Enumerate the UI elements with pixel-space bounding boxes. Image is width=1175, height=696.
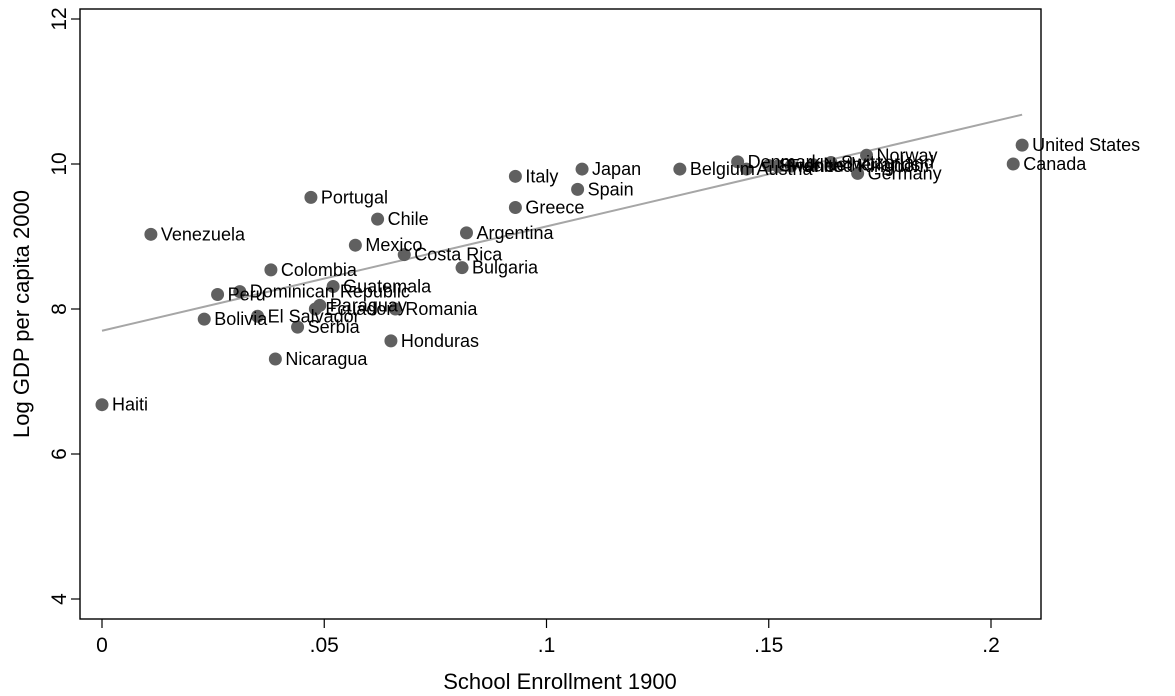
data-point xyxy=(508,169,522,183)
x-tick-label: .05 xyxy=(310,634,339,657)
data-point-label: Netherlands xyxy=(823,155,920,175)
data-point-label: Haiti xyxy=(112,395,148,415)
x-axis-title: School Enrollment 1900 xyxy=(443,669,677,694)
data-point-label: Paraguay xyxy=(330,295,407,315)
data-point xyxy=(384,334,398,348)
data-point-label: Denmark xyxy=(748,152,822,172)
data-point xyxy=(575,162,589,176)
y-tick-label: 4 xyxy=(48,593,71,605)
data-point xyxy=(291,320,305,334)
data-point-label: Peru xyxy=(228,285,266,305)
y-tick-label: 12 xyxy=(48,7,71,30)
y-tick-label: 8 xyxy=(48,303,71,315)
data-point xyxy=(388,302,402,316)
data-point xyxy=(459,226,473,240)
data-point-label: Austria xyxy=(757,159,814,179)
data-point xyxy=(824,156,838,170)
data-point-label: Portugal xyxy=(321,187,388,207)
data-point xyxy=(308,302,322,316)
data-point-label: Guatemala xyxy=(343,277,432,297)
points-layer xyxy=(95,138,1029,412)
data-point xyxy=(348,238,362,252)
data-point xyxy=(264,263,278,277)
data-point-label: Sweden xyxy=(779,155,844,175)
data-point xyxy=(508,201,522,214)
data-point-label: Greece xyxy=(525,198,584,218)
data-point xyxy=(860,148,874,162)
data-point xyxy=(1015,138,1029,152)
data-point-label: Norway xyxy=(877,145,938,165)
x-tick-label: .1 xyxy=(538,634,556,657)
data-point xyxy=(251,309,265,323)
data-point xyxy=(211,288,225,301)
data-point-label: Japan xyxy=(592,159,641,179)
data-point-label: United States xyxy=(1032,135,1140,155)
plot-area-frame xyxy=(79,8,1042,620)
data-point xyxy=(1006,157,1020,171)
data-point-label: Germany xyxy=(868,163,942,183)
data-point xyxy=(806,158,820,172)
data-point xyxy=(762,158,776,172)
data-point-label: Mexico xyxy=(365,235,422,255)
y-tick-label: 10 xyxy=(48,152,71,175)
x-tick-label: .15 xyxy=(754,634,783,657)
data-point-label: Canada xyxy=(1023,154,1087,174)
data-point-label: Venezuela xyxy=(161,224,246,244)
data-point xyxy=(455,261,469,275)
data-point-label: United Kingdom xyxy=(801,156,929,176)
data-point xyxy=(233,285,247,299)
y-axis: 4 6 8 10 12 xyxy=(48,7,80,605)
data-point xyxy=(731,155,745,169)
data-point xyxy=(326,280,340,294)
x-tick-label: 0 xyxy=(96,634,108,657)
data-point-label: Bulgaria xyxy=(472,258,539,278)
data-point xyxy=(95,398,109,412)
data-point xyxy=(397,248,411,262)
data-point-label: Colombia xyxy=(281,260,358,280)
data-point xyxy=(740,162,754,176)
y-axis-title: Log GDP per capita 2000 xyxy=(9,190,34,438)
data-point-label: Italy xyxy=(525,166,558,186)
x-axis: 0 .05 .1 .15 .2 xyxy=(96,619,1000,657)
data-point xyxy=(673,162,687,176)
data-point xyxy=(304,190,318,204)
data-point-label: Honduras xyxy=(401,331,479,351)
data-point-label: Belgium xyxy=(690,159,755,179)
data-point-label: Argentina xyxy=(476,223,554,243)
data-point xyxy=(197,312,211,326)
data-point-label: Switzerland xyxy=(841,153,934,173)
data-point xyxy=(268,352,282,366)
data-point-label: Dominican Republic xyxy=(250,282,410,302)
data-point-label: El Salvador xyxy=(268,306,360,326)
data-point-label: Spain xyxy=(588,179,634,199)
data-point-label: Romania xyxy=(405,299,478,319)
x-tick-label: .2 xyxy=(982,634,1000,657)
data-point-label: Costa Rica xyxy=(414,245,503,265)
data-point xyxy=(851,166,865,180)
data-point xyxy=(144,227,158,241)
data-point-label: Nicaragua xyxy=(285,349,368,369)
data-point xyxy=(784,159,798,173)
data-point-label: Ecuador xyxy=(325,299,392,319)
data-point-label: Bolivia xyxy=(214,309,268,329)
data-point xyxy=(571,182,585,196)
data-point-label: Serbia xyxy=(308,317,361,337)
data-point-label: Chile xyxy=(388,209,429,229)
data-point-label: France xyxy=(788,156,844,176)
y-tick-label: 6 xyxy=(48,448,71,460)
data-point xyxy=(371,212,385,226)
